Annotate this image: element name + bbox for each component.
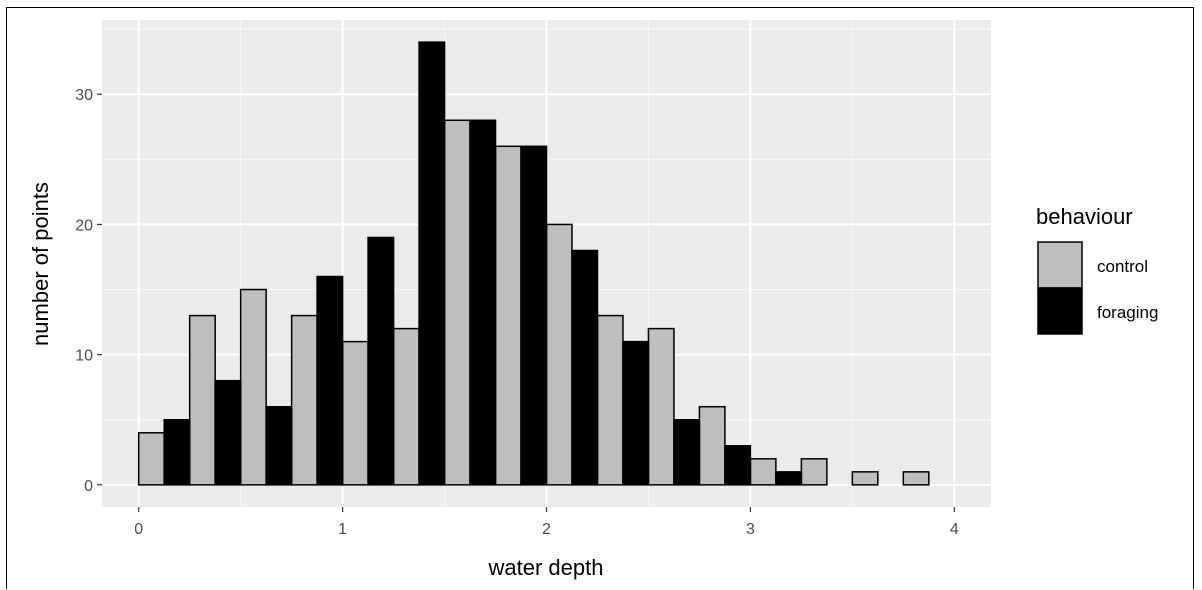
bar-control <box>698 405 726 486</box>
bars <box>137 41 930 486</box>
legend-title: behaviour <box>1036 204 1133 229</box>
bar-foraging <box>724 445 752 486</box>
x-tick-label: 1 <box>338 521 347 538</box>
bar-control <box>443 119 471 486</box>
y-tick-label: 10 <box>75 348 93 365</box>
bar-control <box>188 314 216 486</box>
bar-foraging <box>622 340 650 486</box>
bar-control <box>596 314 624 486</box>
bar-foraging <box>418 41 446 486</box>
y-tick-label: 30 <box>75 87 93 104</box>
x-tick-label: 3 <box>746 521 755 538</box>
bar-foraging <box>265 405 293 486</box>
bar-foraging <box>367 236 395 486</box>
bar-control <box>239 288 267 486</box>
bar-foraging <box>673 419 701 486</box>
axis-ticks <box>97 93 955 512</box>
x-tick-label: 2 <box>542 521 551 538</box>
figure-frame <box>6 7 1194 589</box>
bar-control <box>290 314 318 486</box>
bar-control <box>800 458 828 486</box>
bar-control <box>341 340 369 486</box>
legend-key-control <box>1037 241 1083 289</box>
bar-control <box>902 471 930 486</box>
bar-foraging <box>316 275 344 486</box>
bar-control <box>851 471 879 486</box>
bar-foraging <box>469 119 497 486</box>
bar-control <box>137 432 165 486</box>
legend: behaviour control foraging <box>1036 204 1158 335</box>
bar-control <box>545 223 573 486</box>
bar-control <box>647 327 675 486</box>
legend-label-foraging: foraging <box>1097 303 1158 322</box>
legend-label-control: control <box>1097 257 1148 276</box>
y-tick-label: 20 <box>75 217 93 234</box>
y-axis-title: number of points <box>28 182 53 346</box>
bar-foraging <box>520 145 548 486</box>
bar-control <box>749 458 777 486</box>
bar-foraging <box>775 471 803 486</box>
bar-foraging <box>214 379 242 486</box>
bar-control <box>494 145 522 486</box>
x-axis-title: water depth <box>488 555 604 580</box>
bar-foraging <box>571 249 599 486</box>
bar-control <box>392 327 420 486</box>
y-tick-label: 0 <box>84 478 93 495</box>
x-tick-label: 0 <box>134 521 143 538</box>
y-tick-labels: 0 10 20 30 <box>75 87 93 495</box>
x-tick-labels: 0 1 2 3 4 <box>134 521 959 538</box>
bar-foraging <box>163 419 191 486</box>
legend-key-foraging <box>1037 287 1083 335</box>
x-tick-label: 4 <box>950 521 959 538</box>
